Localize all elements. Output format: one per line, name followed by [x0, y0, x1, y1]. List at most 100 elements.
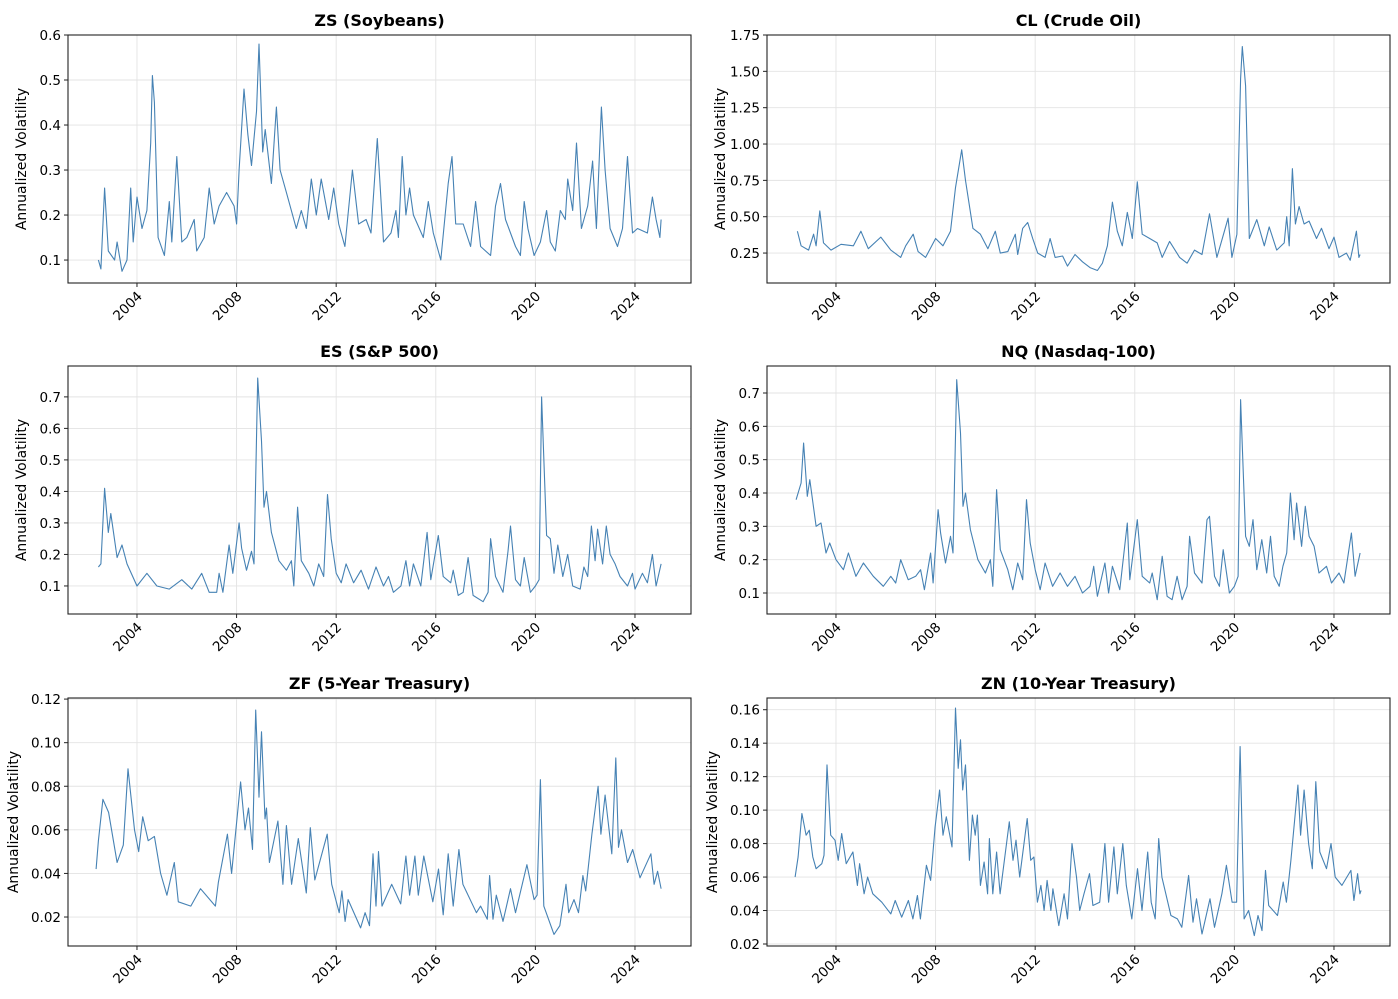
x-tick-label: 2008: [210, 289, 246, 325]
volatility-line: [794, 707, 1362, 937]
y-tick-label: 0.08: [31, 779, 61, 795]
y-tick-label: 0.04: [730, 904, 760, 920]
x-tick-label: 2024: [1307, 289, 1343, 325]
y-tick-label: 1.50: [730, 64, 760, 80]
x-tick-label: 2016: [409, 289, 445, 325]
x-tick-label: 2012: [309, 620, 345, 656]
subplot-nq: 2004 2008 2012 2016 2020 2024 0.1 0.2 0.3 0.4 0.5 0…: [713, 342, 1391, 656]
y-tick-label: 0.6: [40, 28, 61, 44]
x-tick-label: 2008: [909, 289, 945, 325]
y-tick-label: 0.3: [40, 516, 61, 532]
y-tick-label: 0.3: [40, 163, 61, 179]
x-tick-label: 2024: [608, 620, 644, 656]
x-tick-label: 2020: [1208, 289, 1244, 325]
subplot-zs: 2004 2008 2012 2016 2020 2024 0.1 0.2 0.3 0.4 0.5 0…: [14, 11, 692, 325]
subplot-zf: 2004 2008 2012 2016 2020 2024 0.02 0.04 0.06 0.08…: [6, 674, 692, 988]
subplot-title: ES (S&P 500): [320, 342, 439, 361]
y-tick-label: 0.6: [40, 421, 61, 437]
y-tick-label: 0.4: [739, 486, 760, 502]
x-tick-label: 2012: [1008, 289, 1044, 325]
x-tick-label: 2004: [809, 289, 845, 325]
y-tick-label: 0.1: [40, 253, 61, 269]
y-tick-label: 0.5: [739, 453, 760, 469]
x-tick-label: 2004: [110, 952, 146, 988]
y-tick-label: 0.12: [31, 692, 61, 708]
y-tick-label: 0.2: [40, 208, 61, 224]
y-tick-label: 0.25: [730, 246, 760, 262]
y-tick-label: 0.6: [739, 419, 760, 435]
x-tick-label: 2020: [509, 289, 545, 325]
y-tick-label: 0.50: [730, 210, 760, 226]
subplot-title: ZF (5-Year Treasury): [289, 674, 470, 693]
x-tick-label: 2008: [210, 620, 246, 656]
volatility-line: [97, 377, 662, 603]
x-tick-label: 2004: [809, 952, 845, 988]
volatility-line: [95, 709, 662, 935]
x-tick-label: 2020: [1208, 952, 1244, 988]
axes-frame: [766, 34, 1391, 284]
y-tick-label: 0.16: [730, 703, 760, 719]
y-tick-label: 0.1: [40, 579, 61, 595]
x-tick-label: 2020: [1208, 620, 1244, 656]
y-tick-label: 0.5: [40, 453, 61, 469]
y-tick-label: 0.4: [40, 118, 61, 134]
x-tick-label: 2016: [409, 620, 445, 656]
axes-frame: [766, 697, 1391, 947]
y-tick-label: 0.1: [739, 586, 760, 602]
y-tick-label: 0.4: [40, 484, 61, 500]
x-tick-label: 2012: [1008, 952, 1044, 988]
y-tick-label: 0.04: [31, 866, 61, 882]
y-tick-label: 0.06: [31, 823, 61, 839]
y-tick-label: 0.7: [739, 386, 760, 402]
x-tick-label: 2004: [809, 620, 845, 656]
y-tick-label: 0.2: [40, 547, 61, 563]
y-tick-label: 0.06: [730, 870, 760, 886]
x-tick-label: 2024: [608, 952, 644, 988]
x-tick-label: 2024: [608, 289, 644, 325]
y-tick-label: 1.75: [730, 28, 760, 44]
y-axis-label: Annualized Volatility: [705, 751, 721, 893]
y-tick-label: 0.75: [730, 173, 760, 189]
y-tick-label: 0.3: [739, 519, 760, 535]
volatility-line: [796, 46, 1361, 272]
x-tick-label: 2008: [909, 952, 945, 988]
y-axis-label: Annualized Volatility: [6, 751, 22, 893]
subplot-es: 2004 2008 2012 2016 2020 2024 0.1 0.2 0.3 0.4 0.5 0…: [14, 342, 692, 656]
subplot-title: CL (Crude Oil): [1016, 11, 1142, 30]
y-tick-label: 0.10: [730, 803, 760, 819]
axes-frame: [67, 697, 692, 947]
subplot-cl: 2004 2008 2012 2016 2020 2024 0.25 0.50 0.75 1.00…: [713, 11, 1391, 325]
subplot-title: ZS (Soybeans): [314, 11, 444, 30]
y-axis-label: Annualized Volatility: [713, 88, 729, 230]
y-tick-label: 0.7: [40, 390, 61, 406]
x-tick-label: 2008: [909, 620, 945, 656]
axes-frame: [67, 365, 692, 615]
x-tick-label: 2012: [1008, 620, 1044, 656]
y-tick-label: 0.08: [730, 837, 760, 853]
volatility-line: [795, 379, 1361, 601]
subplot-title: ZN (10-Year Treasury): [981, 674, 1176, 693]
x-tick-label: 2016: [409, 952, 445, 988]
x-tick-label: 2008: [210, 952, 246, 988]
x-tick-label: 2012: [309, 952, 345, 988]
x-tick-label: 2004: [110, 620, 146, 656]
y-tick-label: 0.10: [31, 736, 61, 752]
x-tick-label: 2016: [1108, 620, 1144, 656]
y-tick-label: 0.14: [730, 736, 760, 752]
y-tick-label: 1.25: [730, 101, 760, 117]
subplot-title: NQ (Nasdaq-100): [1001, 342, 1156, 361]
y-tick-label: 0.2: [739, 553, 760, 569]
y-tick-label: 0.02: [31, 910, 61, 926]
y-axis-label: Annualized Volatility: [713, 419, 729, 561]
y-tick-label: 0.02: [730, 937, 760, 953]
x-tick-label: 2012: [309, 289, 345, 325]
y-tick-label: 0.5: [40, 73, 61, 89]
x-tick-label: 2020: [509, 952, 545, 988]
y-tick-label: 1.00: [730, 137, 760, 153]
y-axis-label: Annualized Volatility: [14, 419, 30, 561]
x-tick-label: 2024: [1307, 620, 1343, 656]
y-axis-label: Annualized Volatility: [14, 88, 30, 230]
subplot-zn: 2004 2008 2012 2016 2020 2024 0.02 0.04 0.06 0.08…: [705, 674, 1391, 988]
y-tick-label: 0.12: [730, 770, 760, 786]
